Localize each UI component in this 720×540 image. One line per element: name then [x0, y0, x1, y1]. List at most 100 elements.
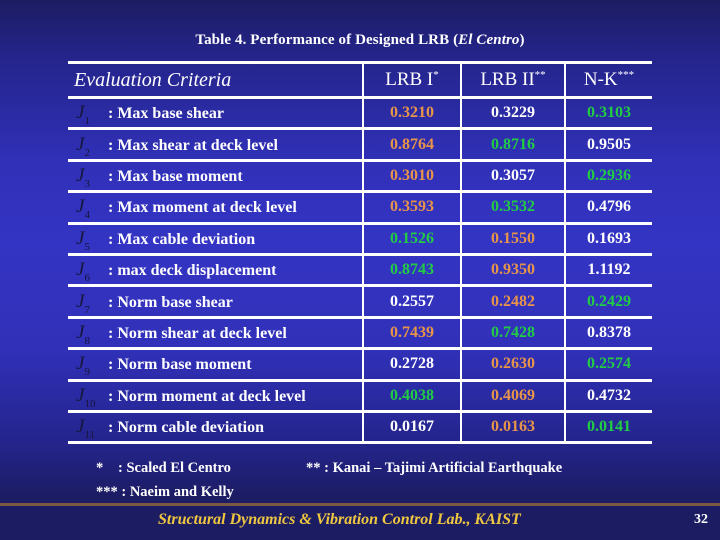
- criteria-cell: J4: Max moment at deck level: [68, 192, 363, 223]
- lrb2-value: 0.2482: [460, 285, 565, 318]
- lrb1-value: 0.8743: [362, 254, 461, 286]
- lrb2-value: 0.9350: [460, 254, 565, 286]
- j-subscript: 11: [84, 429, 96, 442]
- criteria-label: : Max moment at deck level: [108, 199, 297, 217]
- criteria-label: : Norm cable deviation: [108, 419, 264, 437]
- j-subscript: 5: [84, 240, 90, 253]
- table-row: J8: Norm shear at deck level 0.7439 0.7428…: [68, 317, 652, 349]
- lrb1-value: 0.8764: [362, 128, 461, 161]
- j-subscript: 3: [84, 177, 90, 190]
- lrb2-value: 0.4069: [460, 380, 565, 412]
- j-letter: J: [76, 227, 85, 249]
- j-subscript: 10: [84, 397, 96, 410]
- j-letter: J: [76, 164, 85, 186]
- lrb1-value: 0.3593: [362, 191, 461, 224]
- table-row: J4: Max moment at deck level 0.3593 0.3532…: [68, 191, 652, 224]
- header-lrb1-text: LRB I: [385, 69, 434, 90]
- table-header-row: Evaluation Criteria LRB I* LRB II** N-K*…: [68, 62, 652, 98]
- criteria-cell: J11: Norm cable deviation: [68, 411, 363, 442]
- j-letter: J: [76, 321, 85, 343]
- title-text: Table 4. Performance of Designed LRB (: [195, 32, 459, 48]
- j-subscript: 6: [84, 272, 90, 285]
- j-subscript: 4: [84, 209, 90, 222]
- criteria-cell: J3: Max base moment: [68, 160, 363, 191]
- table-row: J7: Norm base shear 0.2557 0.2482 0.2429: [68, 285, 652, 318]
- criteria-label: : max deck displacement: [108, 262, 277, 280]
- header-nk-text: N-K: [583, 69, 618, 90]
- lrb1-value: 0.4038: [362, 380, 461, 412]
- title-italic-text: El Centro: [458, 32, 520, 48]
- j-symbol: J4: [68, 196, 108, 222]
- j-letter: J: [76, 353, 85, 375]
- header-evaluation-criteria: Evaluation Criteria: [74, 68, 232, 91]
- table-row: J2 : Max shear at deck level 0.8764 0.8716 0…: [68, 128, 652, 161]
- j-subscript: 2: [84, 146, 90, 159]
- criteria-label: : Max base moment: [108, 167, 243, 185]
- j-symbol: J5: [68, 227, 108, 253]
- j-symbol: J7: [68, 290, 108, 316]
- lrb1-value: 0.3210: [362, 97, 461, 129]
- lrb1-value: 0.0167: [362, 411, 461, 443]
- header-nk-footnote-mark: ***: [617, 69, 635, 81]
- nk-value: 0.2429: [564, 285, 652, 318]
- j-symbol: J6: [68, 259, 108, 285]
- slide-title: Table 4. Performance of Designed LRB (El…: [0, 32, 720, 49]
- j-symbol: J11: [68, 416, 108, 442]
- lrb1-value: 0.2557: [362, 285, 461, 318]
- lrb2-value: 0.0163: [460, 411, 565, 443]
- footnotes: *: Scaled El Centro ** : Kanai – Tajimi A…: [96, 456, 562, 504]
- criteria-cell: J6: max deck displacement: [68, 254, 363, 285]
- page-number: 32: [694, 512, 708, 527]
- lrb1-value: 0.3010: [362, 160, 461, 192]
- table-row: J3: Max base moment 0.3010 0.3057 0.2936: [68, 160, 652, 192]
- j-subscript: 9: [84, 366, 90, 379]
- j-letter: J: [76, 416, 85, 438]
- header-lrb2: LRB II**: [460, 62, 565, 98]
- table-row: J1: Max base shear 0.3210 0.3229 0.3103: [68, 97, 652, 129]
- j-symbol: J3: [68, 164, 108, 190]
- footnote-lrb1-mark: *: [96, 460, 104, 476]
- criteria-label: : Max base shear: [108, 105, 224, 123]
- j-letter: J: [76, 102, 85, 124]
- criteria-cell: J9 : Norm base moment: [68, 349, 363, 380]
- table-row: J9 : Norm base moment 0.2728 0.2630 0.2574: [68, 348, 652, 381]
- footnote-lrb2: ** : Kanai – Tajimi Artificial Earthquak…: [306, 460, 563, 476]
- j-letter: J: [76, 259, 85, 281]
- criteria-cell: J5: Max cable deviation: [68, 223, 363, 254]
- criteria-label: : Norm base moment: [108, 356, 252, 374]
- criteria-label: : Max shear at deck level: [108, 136, 278, 154]
- lrb2-value: 0.3229: [460, 97, 565, 129]
- header-lrb1-footnote-mark: *: [433, 69, 439, 81]
- table-row: J10: Norm moment at deck level 0.4038 0.40…: [68, 380, 652, 412]
- footnote-line-1: *: Scaled El Centro ** : Kanai – Tajimi A…: [96, 456, 562, 480]
- lrb2-value: 0.2630: [460, 348, 565, 381]
- lrb2-value: 0.8716: [460, 128, 565, 161]
- footer-lab-name: Structural Dynamics & Vibration Control …: [158, 511, 521, 528]
- nk-value: 0.2574: [564, 348, 652, 381]
- footer-divider: [0, 503, 720, 506]
- nk-value: 0.3103: [564, 97, 652, 129]
- footnote-nk: *** : Naeim and Kelly: [96, 484, 234, 500]
- lrb2-value: 0.1550: [460, 223, 565, 255]
- criteria-cell: J1: Max base shear: [68, 98, 363, 129]
- nk-value: 1.1192: [564, 254, 652, 286]
- j-symbol: J10: [68, 384, 108, 410]
- j-symbol: J1: [68, 102, 108, 127]
- header-lrb2-text: LRB II: [480, 69, 535, 90]
- criteria-cell: J7: Norm base shear: [68, 286, 363, 317]
- criteria-cell: J10: Norm moment at deck level: [68, 380, 363, 411]
- lrb2-value: 0.3532: [460, 191, 565, 224]
- lrb1-value: 0.2728: [362, 348, 461, 381]
- j-letter: J: [76, 290, 85, 312]
- nk-value: 0.8378: [564, 317, 652, 349]
- nk-value: 0.2936: [564, 160, 652, 192]
- j-letter: J: [76, 384, 85, 406]
- j-letter: J: [76, 133, 85, 155]
- table-row: J6: max deck displacement 0.8743 0.9350 1.1…: [68, 254, 652, 286]
- lrb2-value: 0.7428: [460, 317, 565, 349]
- header-lrb2-footnote-mark: **: [534, 69, 546, 81]
- performance-table: Evaluation Criteria LRB I* LRB II** N-K*…: [68, 61, 652, 444]
- lrb1-value: 0.7439: [362, 317, 461, 349]
- footnote-lrb1: *: Scaled El Centro: [96, 456, 306, 480]
- nk-value: 0.9505: [564, 128, 652, 161]
